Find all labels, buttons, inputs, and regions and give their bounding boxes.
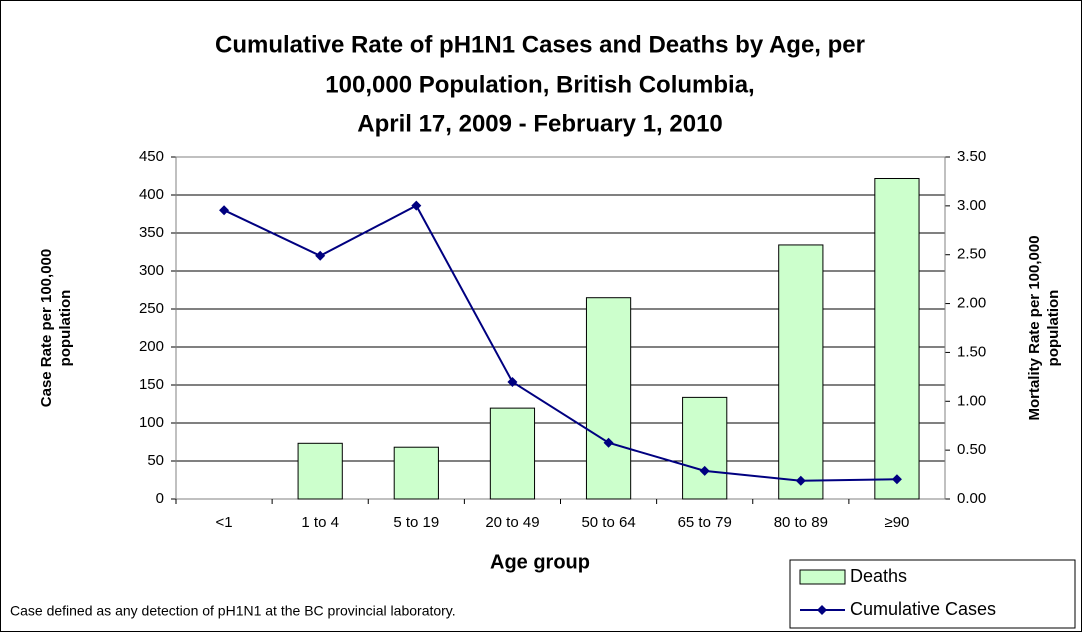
y-tick-label: 450 xyxy=(139,148,164,165)
marker xyxy=(699,465,710,476)
y-tick-label: 100 xyxy=(139,414,164,431)
x-tick-label: 80 to 89 xyxy=(774,514,828,531)
y2-tick-label: 2.50 xyxy=(957,246,986,263)
y2-tick-label: 1.50 xyxy=(957,343,986,360)
legend-swatch xyxy=(799,569,846,585)
x-tick-label: 1 to 4 xyxy=(301,514,339,531)
x-axis-label: Age group xyxy=(490,551,590,573)
chart-title: Cumulative Rate of pH1N1 Cases and Death… xyxy=(215,31,865,58)
y2-tick-label: 0.50 xyxy=(957,441,986,458)
y-tick-label: 0 xyxy=(156,490,164,507)
marker xyxy=(315,250,326,261)
legend-label: Deaths xyxy=(850,566,907,586)
y2-axis-label: population xyxy=(1045,290,1062,367)
x-tick-label: 20 to 49 xyxy=(485,514,539,531)
y-tick-label: 350 xyxy=(139,224,164,241)
x-tick-label: ≥90 xyxy=(884,514,909,531)
x-tick-label: 65 to 79 xyxy=(678,514,732,531)
chart-title: April 17, 2009 - February 1, 2010 xyxy=(357,110,723,137)
bar xyxy=(682,396,728,500)
marker xyxy=(795,475,806,486)
y-tick-label: 300 xyxy=(139,262,164,279)
marker xyxy=(411,200,422,211)
y2-tick-label: 3.50 xyxy=(957,148,986,165)
marker xyxy=(507,376,518,387)
y2-tick-label: 1.00 xyxy=(957,392,986,409)
legend-swatch xyxy=(817,605,827,615)
marker xyxy=(219,205,230,216)
y-axis-label: Case Rate per 100,000 xyxy=(38,249,55,407)
y-tick-label: 400 xyxy=(139,186,164,203)
y2-tick-label: 0.00 xyxy=(957,490,986,507)
y2-tick-label: 2.00 xyxy=(957,295,986,312)
legend-label: Cumulative Cases xyxy=(850,599,996,619)
bar xyxy=(393,446,439,500)
bar xyxy=(489,407,536,500)
chart-title: 100,000 Population, British Columbia, xyxy=(325,71,754,98)
footnote: Case defined as any detection of pH1N1 a… xyxy=(10,603,456,619)
x-tick-label: 5 to 19 xyxy=(393,514,439,531)
y-tick-label: 50 xyxy=(147,452,164,469)
line xyxy=(223,204,897,482)
y-tick-label: 150 xyxy=(139,376,164,393)
y-tick-label: 250 xyxy=(139,300,164,317)
y-axis-label: population xyxy=(57,290,74,367)
x-tick-label: <1 xyxy=(216,514,233,531)
y2-tick-label: 3.00 xyxy=(957,197,986,214)
y-tick-label: 200 xyxy=(139,338,164,355)
y2-axis-label: Mortality Rate per 100,000 xyxy=(1026,235,1043,420)
x-tick-label: 50 to 64 xyxy=(581,514,635,531)
bar xyxy=(297,442,343,500)
marker xyxy=(891,474,902,485)
bar xyxy=(585,297,632,500)
bar xyxy=(778,244,824,500)
bar xyxy=(874,177,920,500)
marker xyxy=(603,437,614,448)
